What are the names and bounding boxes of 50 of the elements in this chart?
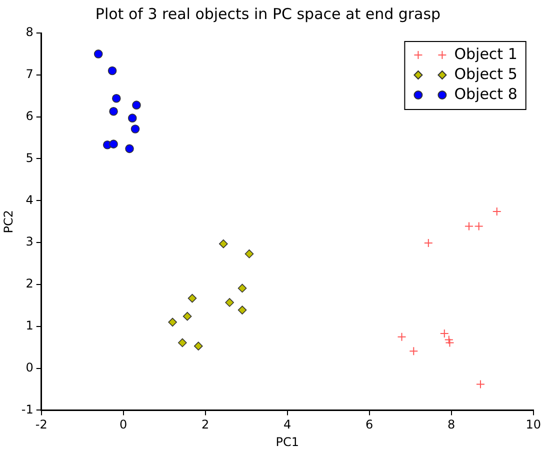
point: [182, 312, 192, 321]
x-tick-label: 10: [526, 418, 542, 432]
point: [125, 144, 134, 154]
point: [108, 66, 117, 76]
point: [130, 124, 140, 134]
point: [128, 114, 137, 122]
point: [397, 332, 406, 342]
y-tick-label: 4: [26, 192, 34, 207]
y-tick-label: 3: [26, 234, 34, 249]
point: [219, 239, 228, 248]
y-tick-label: 7: [26, 67, 34, 82]
x-tick-label: 0: [120, 418, 128, 432]
point: [238, 284, 247, 293]
point: [464, 222, 474, 231]
point: [476, 380, 485, 389]
y-axis-title: PC2: [1, 210, 16, 234]
y-tick-label: -1: [21, 402, 34, 416]
legend-label: Object 8: [454, 84, 518, 103]
legend-label: Object 5: [454, 64, 518, 83]
point: [409, 346, 418, 356]
point: [109, 140, 118, 148]
point: [168, 318, 177, 327]
x-tick-label: 4: [284, 418, 292, 432]
y-tick-label: 2: [26, 276, 34, 291]
point: [109, 106, 118, 116]
y-tick-label: 0: [26, 360, 34, 374]
point: [188, 294, 197, 303]
y-tick-label: 1: [26, 318, 34, 333]
point: [194, 342, 203, 350]
point: [112, 94, 121, 103]
x-tick-label: 8: [448, 418, 456, 432]
point: [132, 100, 141, 110]
point: [94, 50, 103, 58]
x-axis-title: PC1: [276, 434, 299, 449]
point: [424, 238, 433, 248]
x-tick-label: 2: [202, 418, 210, 432]
y-tick-label: 6: [26, 108, 34, 123]
point: [238, 306, 247, 314]
point: [474, 222, 484, 231]
point: [244, 249, 254, 258]
x-tick-label: 6: [366, 418, 374, 432]
y-tick-label: 5: [26, 150, 34, 165]
y-tick-label: 8: [26, 25, 34, 40]
legend-label: Object 1: [454, 44, 518, 63]
chart-title: Plot of 3 real objects in PC space at end grasp: [95, 4, 441, 23]
point: [178, 338, 187, 348]
point: [492, 207, 502, 216]
x-tick-label: -2: [35, 418, 48, 432]
point: [445, 338, 454, 348]
point: [225, 298, 234, 307]
